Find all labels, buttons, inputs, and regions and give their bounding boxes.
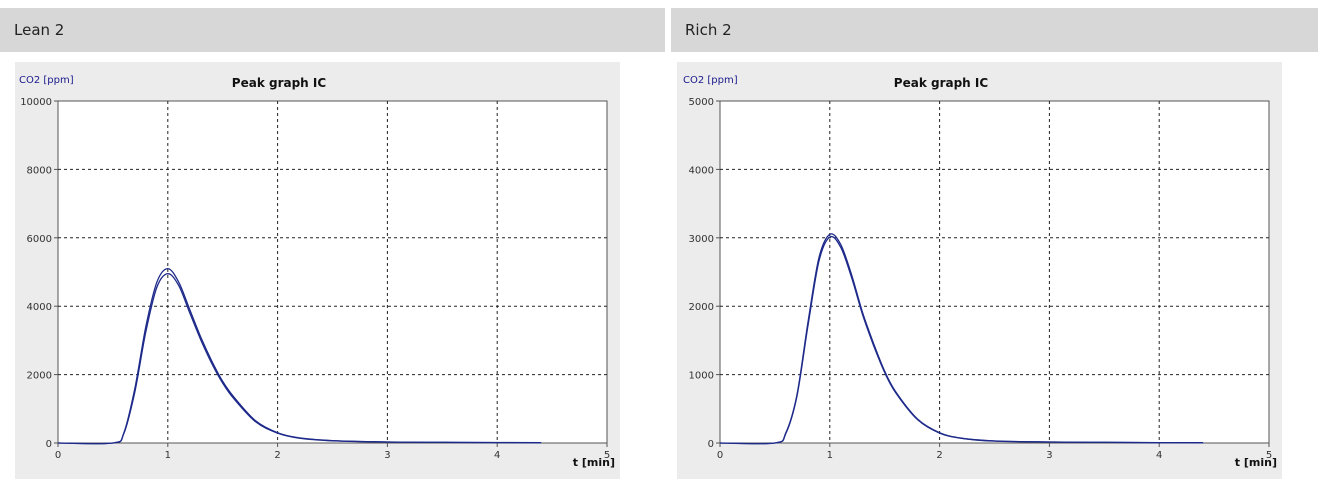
y-tick-label: 8000 xyxy=(27,165,52,176)
x-tick-label: 0 xyxy=(717,450,723,461)
y-tick-label: 4000 xyxy=(27,302,52,313)
x-tick-label: 4 xyxy=(494,450,500,461)
series-line-1 xyxy=(719,235,1204,445)
x-tick-label: 2 xyxy=(274,450,280,461)
x-tick-label: 1 xyxy=(827,450,833,461)
x-tick-label: 2 xyxy=(936,450,942,461)
panel-title-left: Lean 2 xyxy=(14,21,65,39)
x-tick-label: 5 xyxy=(604,450,610,461)
x-tick-label: 5 xyxy=(1266,450,1272,461)
y-tick-label: 4000 xyxy=(689,165,714,176)
y-tick-label: 3000 xyxy=(689,234,714,245)
y-axis-label: CO2 [ppm] xyxy=(683,75,738,86)
x-tick-label: 3 xyxy=(1046,450,1052,461)
x-tick-label: 0 xyxy=(55,450,61,461)
y-tick-label: 0 xyxy=(46,439,52,450)
y-tick-label: 2000 xyxy=(27,371,52,382)
x-tick-label: 3 xyxy=(384,450,390,461)
y-tick-label: 0 xyxy=(708,439,714,450)
x-tick-label: 4 xyxy=(1156,450,1162,461)
series-line-1 xyxy=(57,273,542,445)
plot-area xyxy=(57,100,608,444)
x-axis-label: t [min] xyxy=(573,456,615,469)
panel-header-left: Lean 2 xyxy=(0,8,665,52)
x-tick-label: 1 xyxy=(165,450,171,461)
y-tick-label: 5000 xyxy=(689,97,714,108)
chart-panel-right: 0 1000 2000 3000 4000 5000 0 1 2 3 4 5 CO2 [ppm] P… xyxy=(677,62,1282,479)
plot-area xyxy=(719,100,1270,444)
y-tick-label: 2000 xyxy=(689,302,714,313)
y-tick-label: 6000 xyxy=(27,234,52,245)
peak-graph-right: 0 1000 2000 3000 4000 5000 0 1 2 3 4 5 CO2 [ppm] P… xyxy=(683,75,1277,469)
y-axis-label: CO2 [ppm] xyxy=(19,75,74,86)
panel-title-right: Rich 2 xyxy=(685,21,732,39)
y-tick-label: 10000 xyxy=(20,97,52,108)
panel-header-right: Rich 2 xyxy=(671,8,1318,52)
y-tick-label: 1000 xyxy=(689,371,714,382)
chart-title: Peak graph IC xyxy=(232,76,327,90)
chart-title: Peak graph IC xyxy=(894,76,989,90)
x-axis-label: t [min] xyxy=(1235,456,1277,469)
